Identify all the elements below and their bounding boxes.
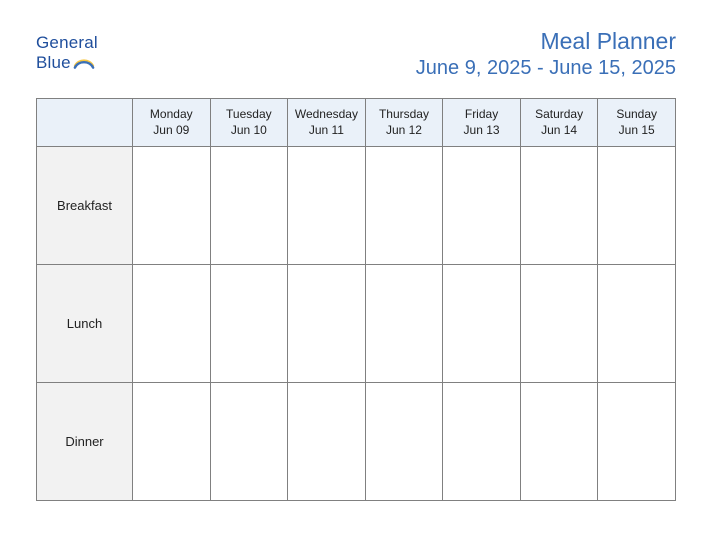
day-header: SundayJun 15 xyxy=(598,99,676,147)
meal-cell[interactable] xyxy=(365,265,443,383)
page-title: Meal Planner xyxy=(416,28,676,55)
meal-cell[interactable] xyxy=(133,147,211,265)
day-header: FridayJun 13 xyxy=(443,99,521,147)
meal-cell[interactable] xyxy=(288,147,366,265)
meal-cell[interactable] xyxy=(598,383,676,501)
meal-label: Lunch xyxy=(37,265,133,383)
date-range: June 9, 2025 - June 15, 2025 xyxy=(416,57,676,80)
title-block: Meal Planner June 9, 2025 - June 15, 202… xyxy=(416,28,676,80)
meal-label: Breakfast xyxy=(37,147,133,265)
meal-cell[interactable] xyxy=(443,147,521,265)
meal-cell[interactable] xyxy=(133,383,211,501)
meal-cell[interactable] xyxy=(365,383,443,501)
day-header: WednesdayJun 11 xyxy=(288,99,366,147)
meal-cell[interactable] xyxy=(443,265,521,383)
day-header: TuesdayJun 10 xyxy=(210,99,288,147)
meal-planner-table: MondayJun 09 TuesdayJun 10 WednesdayJun … xyxy=(36,98,676,501)
globe-swoosh-icon xyxy=(73,53,95,75)
meal-cell[interactable] xyxy=(133,265,211,383)
table-row: Breakfast xyxy=(37,147,676,265)
meal-label: Dinner xyxy=(37,383,133,501)
table-row: Dinner xyxy=(37,383,676,501)
meal-cell[interactable] xyxy=(520,265,598,383)
meal-cell[interactable] xyxy=(598,147,676,265)
table-corner xyxy=(37,99,133,147)
meal-cell[interactable] xyxy=(443,383,521,501)
meal-cell[interactable] xyxy=(210,383,288,501)
day-header: ThursdayJun 12 xyxy=(365,99,443,147)
meal-cell[interactable] xyxy=(365,147,443,265)
meal-cell[interactable] xyxy=(520,147,598,265)
logo-word-2: Blue xyxy=(36,54,71,72)
day-header: SaturdayJun 14 xyxy=(520,99,598,147)
logo: General Blue xyxy=(36,28,98,74)
table-row: Lunch xyxy=(37,265,676,383)
meal-cell[interactable] xyxy=(288,265,366,383)
meal-cell[interactable] xyxy=(210,147,288,265)
meal-cell[interactable] xyxy=(520,383,598,501)
header: General Blue Meal Planner June 9, 2025 -… xyxy=(36,28,676,80)
logo-word-1: General xyxy=(36,34,98,52)
day-header: MondayJun 09 xyxy=(133,99,211,147)
meal-cell[interactable] xyxy=(210,265,288,383)
meal-cell[interactable] xyxy=(598,265,676,383)
meal-cell[interactable] xyxy=(288,383,366,501)
